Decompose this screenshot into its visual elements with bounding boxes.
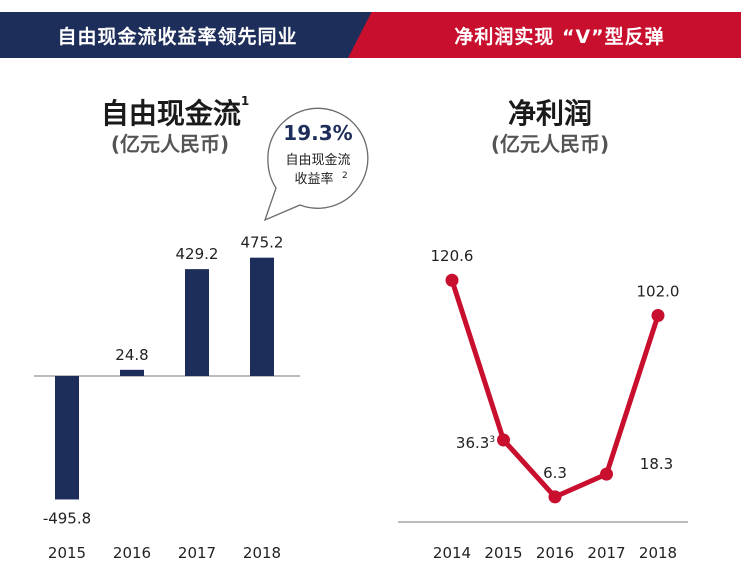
banner-left-text: 自由现金流收益率领先同业 xyxy=(57,25,298,48)
callout-footnote: 2 xyxy=(342,171,348,181)
fcf-title-text: 自由现金流 xyxy=(100,97,241,130)
callout-value: 19.3% xyxy=(283,121,352,145)
speech-bubble-shape xyxy=(263,107,369,222)
fcf-chart-title: 自由现金流1 xyxy=(60,92,290,132)
fcf-bar-2015 xyxy=(55,376,79,500)
np-x-tick: 2017 xyxy=(587,544,625,562)
np-value-label: 18.3 xyxy=(640,455,673,473)
np-point-2017 xyxy=(600,467,613,481)
callout-line2: 收益率 xyxy=(294,171,333,187)
fcf-x-tick: 2018 xyxy=(243,544,281,562)
fcf-value-label: 475.2 xyxy=(241,234,284,252)
banner-right-text: 净利润实现 “V”型反弹 xyxy=(454,25,665,48)
banner-net-profit: 净利润实现 “V”型反弹 xyxy=(348,12,741,58)
np-point-2018 xyxy=(651,308,665,322)
np-point-2014 xyxy=(445,273,459,287)
fcf-bar-2016 xyxy=(120,369,144,376)
np-point-2016 xyxy=(548,490,562,504)
fcf-title-footnote: 1 xyxy=(240,94,250,108)
np-value-label: 36.33 xyxy=(456,434,495,452)
fcf-x-tick: 2016 xyxy=(113,544,151,562)
fcf-bar-chart: -495.8 2015 24.8 2016 429.2 2017 475.2 2018 xyxy=(34,234,300,562)
fcf-value-label: 24.8 xyxy=(115,346,148,364)
np-point-2015 xyxy=(497,433,510,447)
fcf-bar-2018 xyxy=(250,257,274,376)
np-value-label: 120.6 xyxy=(431,247,474,265)
fcf-chart-subtitle: (亿元人民币) xyxy=(110,132,230,156)
np-x-tick: 2014 xyxy=(433,544,471,562)
np-line-chart: 120.6 2014 36.33 2015 6.3 2016 18.3 2017 102.0 20… xyxy=(398,247,688,562)
fcf-x-tick: 2015 xyxy=(48,544,86,562)
np-x-tick: 2016 xyxy=(536,544,574,562)
np-value-label: 102.0 xyxy=(637,282,680,300)
banner-free-cash-flow: 自由现金流收益率领先同业 xyxy=(0,12,375,58)
np-chart-title: 净利润 xyxy=(507,97,592,130)
np-chart-subtitle: (亿元人民币) xyxy=(490,132,610,156)
fcf-yield-callout: 19.3% 自由现金流 收益率 2 xyxy=(263,107,369,222)
np-x-tick: 2018 xyxy=(639,544,677,562)
callout-line1: 自由现金流 xyxy=(285,152,350,168)
fcf-bar-2017 xyxy=(185,269,209,376)
np-value-footnote: 3 xyxy=(489,435,495,445)
np-x-tick: 2015 xyxy=(484,544,522,562)
fcf-value-label: 429.2 xyxy=(176,245,219,263)
np-value-label: 6.3 xyxy=(543,464,567,482)
fcf-value-label: -495.8 xyxy=(43,509,91,527)
fcf-x-tick: 2017 xyxy=(178,544,216,562)
